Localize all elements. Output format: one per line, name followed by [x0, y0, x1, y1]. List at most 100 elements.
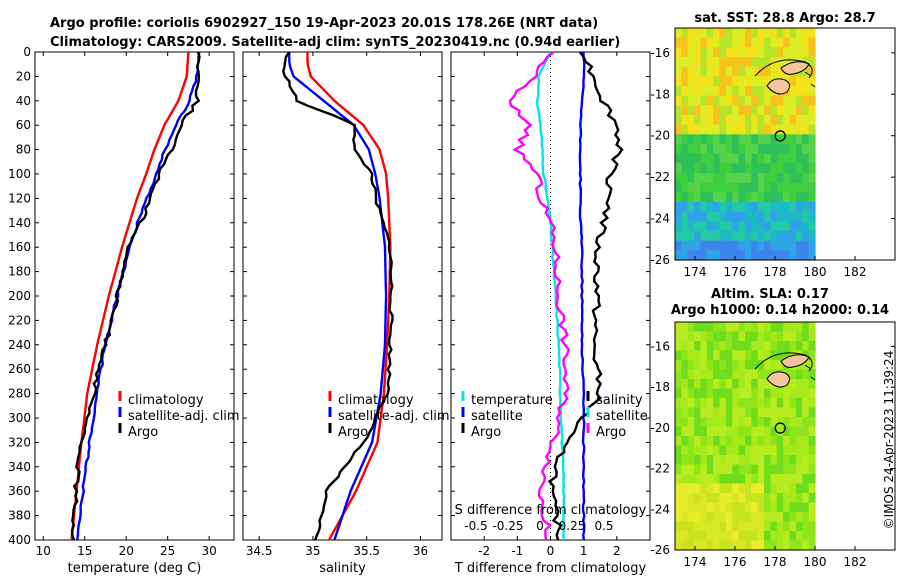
heat-cell: [700, 76, 708, 87]
heat-cell: [789, 436, 797, 447]
heat-cell: [732, 173, 740, 184]
heat-cell: [725, 124, 733, 135]
heat-cell: [719, 369, 727, 380]
heat-cell: [706, 512, 714, 523]
heat-cell: [789, 115, 797, 126]
heat-cell: [713, 331, 721, 342]
heat-cell: [675, 95, 682, 106]
heat-cell: [795, 115, 803, 126]
heat-cell: [675, 105, 682, 116]
legend-label: climatology: [128, 393, 204, 408]
sla-map-title-2: Argo h1000: 0.14 h2000: 0.14: [671, 303, 889, 318]
heat-cell: [795, 163, 803, 174]
heat-cell: [751, 211, 759, 222]
y-tick-label: 240: [8, 338, 31, 352]
heat-cell: [802, 163, 810, 174]
heat-cell: [795, 426, 803, 437]
heat-cell: [738, 115, 746, 126]
heat-cell: [687, 436, 695, 447]
heat-cell: [725, 502, 733, 513]
heat-cell: [795, 398, 803, 409]
heat-cell: [789, 105, 797, 116]
heat-cell: [713, 483, 721, 494]
heat-cell: [751, 483, 759, 494]
heat-cell: [802, 502, 810, 513]
heat-cell: [694, 173, 702, 184]
heat-cell: [764, 445, 772, 456]
heat-cell: [776, 153, 784, 164]
heat-cell: [789, 240, 797, 251]
heat-cell: [808, 134, 816, 145]
heat-cell: [706, 369, 714, 380]
heat-cell: [675, 37, 682, 48]
heat-cell: [770, 124, 778, 135]
heat-cell: [725, 350, 733, 361]
heat-cell: [725, 531, 733, 542]
heat-cell: [725, 512, 733, 523]
heat-cell: [770, 512, 778, 523]
heat-cell: [802, 250, 810, 261]
heat-cell: [757, 163, 765, 174]
heat-cell: [681, 531, 689, 542]
heat-cell: [783, 173, 791, 184]
heat-cell: [745, 521, 752, 532]
heat-cell: [757, 531, 765, 542]
heat-cell: [687, 250, 695, 261]
heat-cell: [802, 211, 810, 222]
heat-cell: [732, 360, 740, 371]
heat-cell: [713, 134, 721, 145]
heat-cell: [725, 86, 733, 97]
x-tick-label: 34.5: [246, 544, 273, 558]
top-axis-label: S difference from climatology: [455, 503, 647, 518]
heat-cell: [776, 163, 784, 174]
heat-cell: [687, 153, 695, 164]
heat-cell: [719, 350, 727, 361]
heat-cell: [675, 388, 682, 399]
heat-cell: [745, 28, 752, 39]
heat-cell: [789, 388, 797, 399]
heat-cell: [776, 512, 784, 523]
heat-cell: [719, 76, 727, 87]
heat-cell: [738, 474, 746, 485]
heat-cell: [770, 37, 778, 48]
heat-cell: [687, 115, 695, 126]
heat-cell: [687, 474, 695, 485]
heat-cell: [713, 202, 721, 213]
heat-cell: [745, 134, 752, 145]
heat-cell: [789, 144, 797, 155]
heat-cell: [770, 231, 778, 242]
x-tick-label: 36: [413, 544, 428, 558]
heat-cell: [764, 531, 772, 542]
heat-cell: [694, 211, 702, 222]
heat-cell: [751, 105, 759, 116]
heat-cell: [732, 369, 740, 380]
heat-cell: [738, 322, 746, 333]
heat-cell: [764, 105, 772, 116]
heat-cell: [764, 388, 772, 399]
heat-cell: [795, 47, 803, 58]
y-tick-label: 300: [8, 411, 31, 425]
heat-cell: [808, 388, 816, 399]
sst-map: 174 176 178 180 182 -16 -18 -20 -22 -24 -26 sat. SS…: [650, 11, 896, 279]
heat-cell: [700, 540, 708, 551]
heat-cell: [795, 417, 803, 428]
heat-cell: [757, 493, 765, 504]
heat-cell: [687, 66, 695, 77]
heat-cell: [719, 445, 727, 456]
heat-cell: [694, 28, 702, 39]
heat-cell: [776, 115, 784, 126]
heat-cell: [783, 182, 791, 193]
heat-cell: [764, 250, 772, 261]
heat-cell: [725, 445, 733, 456]
heat-cell: [745, 493, 752, 504]
heat-cell: [687, 182, 695, 193]
heat-cell: [776, 540, 784, 551]
heat-cell: [694, 360, 702, 371]
heat-cell: [700, 331, 708, 342]
heat-cell: [700, 182, 708, 193]
heat-cell: [757, 66, 765, 77]
heat-cell: [757, 240, 765, 251]
heat-cell: [713, 250, 721, 261]
heat-cell: [757, 350, 765, 361]
heat-cell: [757, 512, 765, 523]
